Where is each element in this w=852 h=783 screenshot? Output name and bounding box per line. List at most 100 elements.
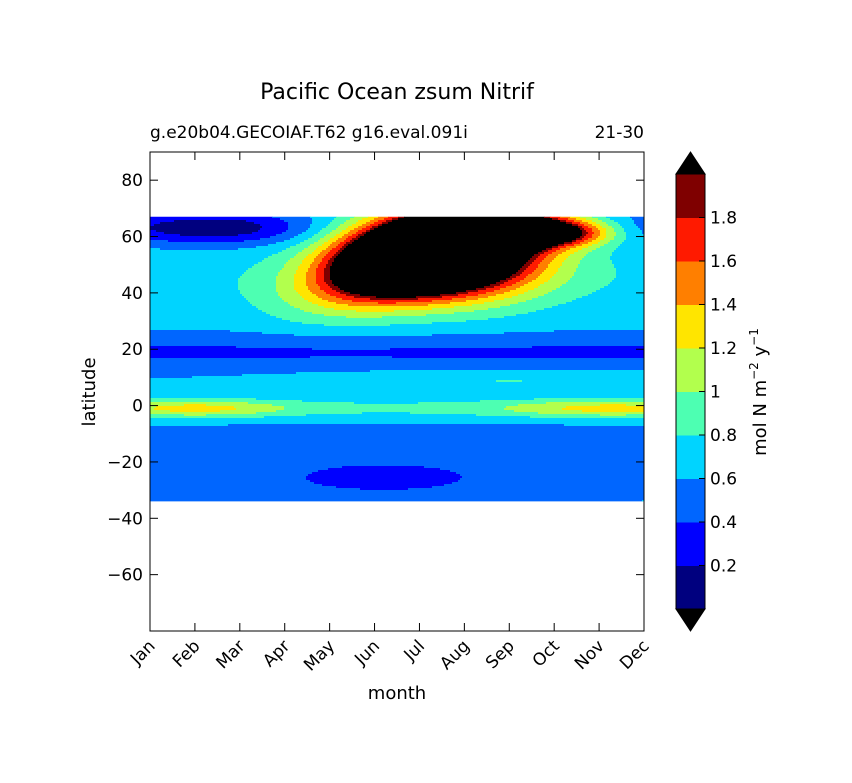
field-cell — [598, 242, 609, 245]
x-tick-label: Oct — [529, 636, 564, 671]
field-cell — [302, 400, 481, 403]
field-cell — [554, 274, 575, 277]
field-cell — [314, 242, 325, 245]
field-cell — [360, 488, 409, 491]
field-cell — [150, 280, 239, 283]
field-cell — [310, 224, 329, 227]
field-cell — [518, 270, 525, 273]
field-cell — [316, 248, 327, 251]
field-cell — [324, 268, 331, 271]
field-cell — [582, 296, 644, 299]
field-cell — [150, 338, 644, 341]
field-cell — [246, 220, 285, 223]
field-cell — [546, 256, 557, 259]
field-cell — [150, 448, 644, 451]
field-cell — [442, 296, 467, 299]
field-cell — [350, 292, 457, 295]
field-cell — [364, 234, 583, 237]
field-cell — [592, 220, 603, 223]
field-cell — [582, 234, 587, 237]
field-cell — [150, 378, 644, 381]
field-cell — [584, 228, 593, 231]
field-cell — [150, 322, 303, 325]
field-cell — [150, 320, 291, 323]
field-cell — [256, 398, 535, 401]
field-cell — [268, 256, 295, 259]
field-cell — [538, 286, 561, 289]
field-cell — [240, 290, 277, 293]
field-cell — [150, 456, 644, 459]
field-cell — [480, 400, 644, 403]
x-tick-label: Jun — [350, 636, 384, 670]
colorbar-tick-label: 0.6 — [710, 470, 737, 490]
field-cell — [336, 252, 341, 255]
field-cell — [500, 288, 517, 291]
field-cell — [150, 358, 644, 361]
field-cell — [322, 250, 331, 253]
field-cell — [554, 258, 567, 261]
field-cell — [268, 244, 297, 247]
field-cell — [346, 316, 383, 319]
field-cell — [510, 290, 529, 293]
field-cell — [612, 252, 644, 255]
field-cell — [528, 282, 545, 285]
field-cell — [580, 228, 585, 231]
field-cell — [312, 302, 337, 305]
field-cell — [600, 288, 644, 291]
field-cell — [352, 300, 433, 303]
field-cell — [150, 466, 343, 469]
field-cell — [358, 230, 367, 233]
colorbar-tick-label: 1.6 — [710, 252, 737, 272]
field-cell — [334, 284, 491, 287]
field-cell — [296, 270, 309, 273]
field-cell — [150, 408, 155, 411]
field-cell — [594, 232, 601, 235]
field-cell — [370, 228, 375, 231]
field-cell — [234, 406, 285, 409]
field-cell — [150, 314, 271, 317]
field-cell — [150, 354, 644, 357]
field-cell — [318, 264, 327, 267]
field-cell — [238, 282, 277, 285]
field-cell — [326, 254, 335, 257]
field-cell — [150, 334, 295, 337]
field-cell — [150, 446, 644, 449]
field-cell — [600, 404, 627, 407]
field-cell — [150, 248, 161, 251]
field-cell — [394, 310, 475, 313]
field-cell — [150, 430, 644, 433]
field-cell — [276, 278, 295, 281]
field-cell — [306, 478, 461, 481]
field-cell — [238, 280, 277, 283]
field-cell — [288, 226, 311, 229]
field-cell — [312, 220, 333, 223]
field-cell — [566, 222, 573, 225]
field-cell — [248, 268, 283, 271]
field-cell — [570, 254, 587, 257]
field-cell — [286, 262, 303, 265]
field-cell — [150, 284, 239, 287]
field-cell — [410, 412, 539, 415]
field-cell — [566, 246, 577, 249]
field-cell — [588, 246, 601, 249]
field-cell — [150, 462, 644, 465]
field-cell — [150, 362, 644, 365]
field-cell — [390, 324, 644, 327]
field-cell — [150, 500, 643, 502]
field-cell — [584, 240, 593, 243]
field-cell — [600, 230, 607, 233]
field-cell — [150, 366, 644, 369]
field-cell — [320, 262, 329, 265]
colorbar-segment — [676, 391, 705, 436]
field-cell — [362, 412, 411, 415]
field-cell — [432, 486, 644, 489]
field-cell — [548, 264, 563, 267]
x-tick-label: Sep — [482, 636, 519, 673]
field-cell — [332, 264, 525, 267]
field-cell — [150, 326, 644, 329]
field-cell — [592, 234, 601, 237]
field-cell — [242, 294, 279, 297]
y-tick-label: 0 — [132, 397, 143, 417]
field-cell — [386, 220, 393, 223]
field-cell — [330, 238, 339, 241]
